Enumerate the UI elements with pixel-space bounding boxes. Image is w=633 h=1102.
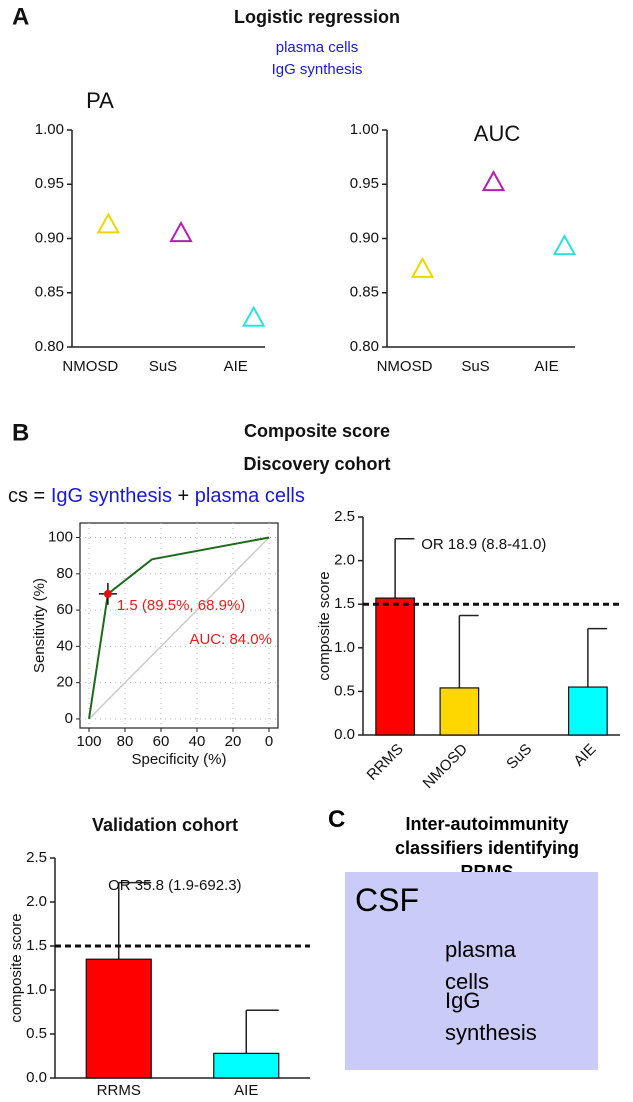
subtitle: plasma cells <box>276 39 359 56</box>
plot-frame <box>79 522 279 729</box>
x-tick-label: 100 <box>76 733 101 750</box>
x-tick-label: 40 <box>189 733 206 750</box>
y-tick-label: 80 <box>56 565 73 582</box>
x-tick-label: SuS <box>503 741 535 773</box>
bar <box>213 1052 280 1079</box>
formula-part: plasma cells <box>195 485 305 507</box>
y-tick-label: 0.85 <box>35 284 64 301</box>
x-tick-label: NMOSD <box>377 358 433 375</box>
x-tick-label: RRMS <box>97 1082 141 1099</box>
y-tick-label: 0.95 <box>350 175 379 192</box>
y-tick-label: 1.00 <box>35 121 64 138</box>
subtitle: IgG synthesis <box>272 61 363 78</box>
y-tick-label: 0 <box>65 710 73 727</box>
y-tick-label: 2.0 <box>334 552 355 569</box>
y-axis-label: Sensitivity (%) <box>31 578 48 673</box>
box-title: CSF <box>355 882 419 918</box>
x-tick-label: 0 <box>265 733 273 750</box>
y-axis-label: composite score <box>8 913 25 1022</box>
panel-title: Inter-autoimmunity classifiers identifyi… <box>394 814 580 882</box>
y-tick-label: 0.5 <box>26 1025 47 1042</box>
x-tick-label: NMOSD <box>62 358 118 375</box>
csf-box: CSF plasma cells IgG synthesis <box>345 872 598 1070</box>
y-tick-label: 40 <box>56 637 73 654</box>
formula-part: + <box>178 485 190 507</box>
marker <box>241 305 266 327</box>
panel-letter: C <box>328 806 346 833</box>
y-tick-label: 2.0 <box>26 893 47 910</box>
x-tick-label: SuS <box>461 358 489 375</box>
panel-title: Logistic regression <box>234 7 400 27</box>
marker <box>552 234 577 256</box>
y-tick-label: 1.0 <box>334 639 355 656</box>
y-tick-label: 100 <box>48 528 73 545</box>
chart-title: AUC <box>474 121 521 146</box>
marker <box>96 212 121 234</box>
y-tick-label: 1.0 <box>26 981 47 998</box>
marker <box>410 256 435 278</box>
bar <box>85 958 152 1079</box>
y-tick-label: 0.90 <box>350 229 379 246</box>
y-tick-label: 0.95 <box>35 175 64 192</box>
y-tick-label: 1.5 <box>334 595 355 612</box>
y-tick-label: 2.5 <box>334 508 355 525</box>
x-tick-label: RRMS <box>364 741 407 784</box>
panel-subtitle: Discovery cohort <box>243 454 390 474</box>
y-tick-label: 1.5 <box>26 937 47 954</box>
bar <box>439 687 480 736</box>
roc-curve <box>88 536 270 720</box>
x-tick-label: AIE <box>570 741 599 770</box>
y-tick-label: 0.90 <box>35 229 64 246</box>
annotation: AUC: 84.0% <box>189 631 272 648</box>
x-axis-label: Specificity (%) <box>131 751 226 768</box>
y-tick-label: 0.5 <box>334 682 355 699</box>
x-tick-label: AIE <box>234 1082 258 1099</box>
reference-line <box>88 536 270 720</box>
y-tick-label: 1.00 <box>350 121 379 138</box>
chart-title: PA <box>86 88 114 113</box>
bar <box>567 686 608 736</box>
bar <box>375 597 416 736</box>
marker <box>169 221 193 243</box>
x-tick-label: NMOSD <box>420 741 472 793</box>
y-tick-label: 0.0 <box>334 726 355 743</box>
formula: cs = IgG synthesis + plasma cells <box>8 485 305 507</box>
y-tick-label: 60 <box>56 601 73 618</box>
item-label: IgG synthesis <box>445 988 537 1045</box>
x-tick-label: AIE <box>534 358 558 375</box>
panel-title: Composite score <box>244 421 390 441</box>
y-axis-label: composite score <box>316 571 333 680</box>
x-tick-label: 20 <box>225 733 242 750</box>
marker <box>481 170 506 192</box>
annotation: OR 18.9 (8.8-41.0) <box>421 536 546 553</box>
formula-part: IgG synthesis <box>51 485 172 507</box>
y-tick-label: 2.5 <box>26 849 47 866</box>
panel-letter: B <box>12 419 29 446</box>
cut-off-point <box>103 589 112 598</box>
chart-title: Validation cohort <box>92 815 238 835</box>
y-tick-label: 0.80 <box>35 338 64 355</box>
x-tick-label: AIE <box>224 358 248 375</box>
panel-letter: A <box>12 3 29 30</box>
x-tick-label: 60 <box>153 733 170 750</box>
x-tick-label: 80 <box>117 733 134 750</box>
annotation: 1.5 (89.5%, 68.9%) <box>117 597 245 614</box>
y-tick-label: 0.0 <box>26 1069 47 1086</box>
y-tick-label: 20 <box>56 674 73 691</box>
annotation: OR 35.8 (1.9-692.3) <box>108 877 241 894</box>
y-tick-label: 0.85 <box>350 284 379 301</box>
x-tick-label: SuS <box>149 358 177 375</box>
item-label: plasma cells <box>445 937 516 994</box>
y-tick-label: 0.80 <box>350 338 379 355</box>
formula-part: cs = <box>8 485 45 507</box>
